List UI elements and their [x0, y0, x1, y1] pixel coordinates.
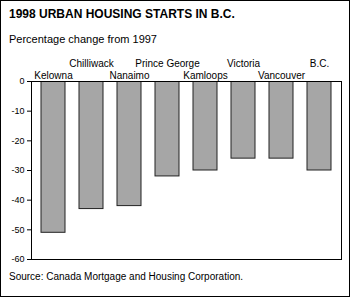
- svg-text:Vancouver: Vancouver: [258, 70, 306, 81]
- svg-text:Prince George: Prince George: [135, 58, 200, 69]
- svg-text:-10: -10: [11, 106, 24, 116]
- svg-text:-50: -50: [11, 225, 24, 235]
- svg-text:-40: -40: [11, 195, 24, 205]
- svg-text:-20: -20: [11, 136, 24, 146]
- svg-text:Victoria: Victoria: [227, 58, 261, 69]
- svg-text:-30: -30: [11, 165, 24, 175]
- html-text:Source: Canada Mortgage and Ho: Source: Canada Mortgage and Housing Corp…: [9, 271, 243, 282]
- svg-text:0: 0: [19, 76, 24, 86]
- svg-text:Kamloops: Kamloops: [183, 70, 227, 81]
- svg-text:-60: -60: [11, 254, 24, 264]
- svg-text:Nanaimo: Nanaimo: [109, 70, 149, 81]
- svg-text:B.C.: B.C.: [310, 58, 329, 69]
- html-text:Percentage change from 1997: Percentage change from 1997: [9, 33, 157, 45]
- svg-text:Chilliwack: Chilliwack: [69, 58, 114, 69]
- svg-text:Kelowna: Kelowna: [34, 70, 73, 81]
- html-text:1998 URBAN HOUSING STARTS IN B: 1998 URBAN HOUSING STARTS IN B.C.: [9, 7, 235, 21]
